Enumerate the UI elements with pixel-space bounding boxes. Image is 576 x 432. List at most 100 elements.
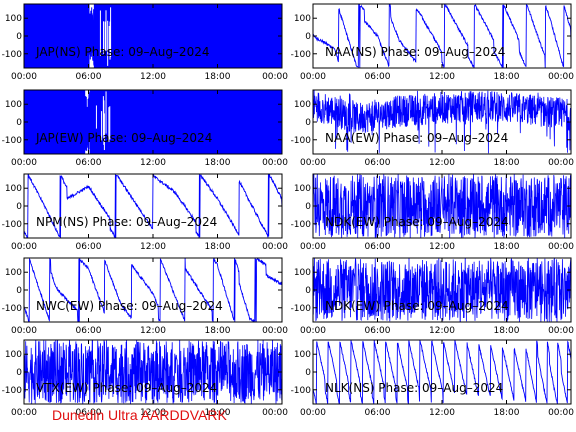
x-tick-label: 06:00 bbox=[365, 326, 391, 336]
chart-panel-6: 100 0 -100 00:00 06:00 12:00 18:00 00:00 NDK(EW)… bbox=[291, 173, 574, 252]
x-tick-label: 06:00 bbox=[76, 408, 102, 418]
trace-fill-left bbox=[24, 4, 90, 68]
x-tick-label: 18:00 bbox=[205, 72, 231, 82]
trace-line bbox=[24, 340, 282, 404]
x-tick-label: 18:00 bbox=[494, 158, 520, 168]
trace-line bbox=[313, 258, 571, 322]
chart-panel-7: 100 0 -100 00:00 06:00 12:00 18:00 00:00 NWC(EW)… bbox=[2, 257, 288, 336]
y-tick-label: -100 bbox=[2, 50, 23, 60]
chart-panel-9: 100 0 -100 00:00 06:00 12:00 18:00 00:00 VTX(EW)… bbox=[2, 339, 288, 418]
y-tick-label: -100 bbox=[2, 136, 23, 146]
chart-panel-8: 100 0 -100 00:00 06:00 12:00 18:00 00:00 NDK(EW)… bbox=[291, 257, 574, 336]
x-tick-label: 00:00 bbox=[262, 158, 288, 168]
x-tick-label: 00:00 bbox=[262, 242, 288, 252]
x-tick-label: 00:00 bbox=[11, 242, 37, 252]
x-tick-label: 12:00 bbox=[429, 158, 455, 168]
y-tick-label: 100 bbox=[294, 14, 311, 24]
y-tick-label: 100 bbox=[294, 184, 311, 194]
trace-fill bbox=[93, 4, 282, 68]
trace-line bbox=[88, 5, 100, 66]
x-tick-label: 00:00 bbox=[11, 72, 37, 82]
y-tick-label: 0 bbox=[305, 32, 311, 42]
x-tick-label: 00:00 bbox=[548, 326, 574, 336]
x-tick-label: 12:00 bbox=[140, 242, 166, 252]
trace-group bbox=[24, 340, 282, 404]
chart-panel-3: 100 0 -100 00:00 06:00 12:00 18:00 00:00 JAP(EW)… bbox=[2, 89, 288, 168]
x-tick-label: 18:00 bbox=[205, 158, 231, 168]
trace-line bbox=[313, 4, 571, 68]
x-tick-label: 00:00 bbox=[300, 72, 326, 82]
y-tick-label: 0 bbox=[305, 202, 311, 212]
x-tick-label: 00:00 bbox=[262, 408, 288, 418]
trace-line bbox=[313, 90, 571, 154]
x-tick-label: 00:00 bbox=[548, 158, 574, 168]
x-tick-label: 00:00 bbox=[300, 242, 326, 252]
x-tick-label: 00:00 bbox=[262, 72, 288, 82]
x-tick-label: 00:00 bbox=[11, 158, 37, 168]
x-tick-label: 12:00 bbox=[140, 158, 166, 168]
trace-group bbox=[313, 4, 571, 68]
chart-title: VTX(EW) Phase: 09–Aug–2024 bbox=[36, 381, 217, 395]
trace-group bbox=[313, 340, 571, 404]
y-tick-label: -100 bbox=[291, 136, 312, 146]
y-tick-label: 100 bbox=[5, 268, 22, 278]
chart-panel-4: 100 0 -100 00:00 06:00 12:00 18:00 00:00 NAA(EW)… bbox=[291, 89, 574, 168]
x-tick-label: 18:00 bbox=[494, 242, 520, 252]
y-tick-label: -100 bbox=[291, 304, 312, 314]
x-tick-label: 18:00 bbox=[494, 326, 520, 336]
x-tick-label: 12:00 bbox=[140, 326, 166, 336]
y-tick-label: 0 bbox=[305, 118, 311, 128]
chart-title: NLK(NS) Phase: 09–Aug–2024 bbox=[325, 381, 503, 395]
chart-title: NDK(EW) Phase: 09–Aug–2024 bbox=[325, 215, 509, 229]
chart-panel-2: 100 0 -100 00:00 06:00 12:00 18:00 00:00 NAA(NS)… bbox=[291, 3, 574, 82]
x-tick-label: 12:00 bbox=[429, 242, 455, 252]
y-tick-label: 0 bbox=[305, 368, 311, 378]
x-tick-label: 00:00 bbox=[300, 158, 326, 168]
x-tick-label: 00:00 bbox=[548, 72, 574, 82]
x-tick-label: 18:00 bbox=[205, 242, 231, 252]
trace-line bbox=[313, 340, 571, 404]
trace-group bbox=[24, 258, 282, 322]
y-tick-label: 0 bbox=[16, 118, 22, 128]
chart-title: NAA(EW) Phase: 09–Aug–2024 bbox=[325, 131, 508, 145]
x-tick-label: 18:00 bbox=[494, 408, 520, 418]
x-tick-label: 00:00 bbox=[11, 408, 37, 418]
x-tick-label: 00:00 bbox=[300, 326, 326, 336]
x-tick-label: 00:00 bbox=[11, 326, 37, 336]
trace-fill-left bbox=[24, 90, 86, 154]
trace-group bbox=[313, 90, 571, 154]
chart-title: NWC(EW) Phase: 09–Aug–2024 bbox=[36, 299, 223, 313]
chart-panel-5: 100 0 -100 00:00 06:00 12:00 18:00 00:00 NPM(NS)… bbox=[2, 173, 288, 252]
x-tick-label: 12:00 bbox=[140, 408, 166, 418]
x-tick-label: 12:00 bbox=[429, 408, 455, 418]
y-tick-label: 100 bbox=[5, 184, 22, 194]
x-tick-label: 06:00 bbox=[365, 72, 391, 82]
y-tick-label: -100 bbox=[2, 386, 23, 396]
y-tick-label: -100 bbox=[291, 50, 312, 60]
x-tick-label: 12:00 bbox=[429, 72, 455, 82]
trace-group bbox=[24, 90, 282, 154]
y-tick-label: 0 bbox=[16, 286, 22, 296]
x-tick-label: 18:00 bbox=[205, 326, 231, 336]
x-tick-label: 06:00 bbox=[76, 242, 102, 252]
y-tick-label: -100 bbox=[2, 304, 23, 314]
x-tick-label: 06:00 bbox=[365, 158, 391, 168]
trace-line bbox=[24, 258, 282, 322]
chart-title: NPM(NS) Phase: 09–Aug–2024 bbox=[36, 215, 217, 229]
x-tick-label: 00:00 bbox=[548, 242, 574, 252]
y-tick-label: 100 bbox=[5, 100, 22, 110]
x-tick-label: 18:00 bbox=[205, 408, 231, 418]
y-tick-label: 0 bbox=[16, 368, 22, 378]
x-tick-label: 18:00 bbox=[494, 72, 520, 82]
y-tick-label: 0 bbox=[16, 202, 22, 212]
chart-title: JAP(NS) Phase: 09–Aug–2024 bbox=[35, 45, 209, 59]
footer-label: Dunedin Ultra AARDDVARK bbox=[52, 407, 227, 423]
y-tick-label: 100 bbox=[5, 14, 22, 24]
y-tick-label: 100 bbox=[294, 350, 311, 360]
y-tick-label: 0 bbox=[305, 286, 311, 296]
x-tick-label: 00:00 bbox=[300, 408, 326, 418]
x-tick-label: 06:00 bbox=[365, 408, 391, 418]
trace-line bbox=[83, 91, 96, 152]
y-tick-label: 0 bbox=[16, 32, 22, 42]
x-tick-label: 12:00 bbox=[140, 72, 166, 82]
